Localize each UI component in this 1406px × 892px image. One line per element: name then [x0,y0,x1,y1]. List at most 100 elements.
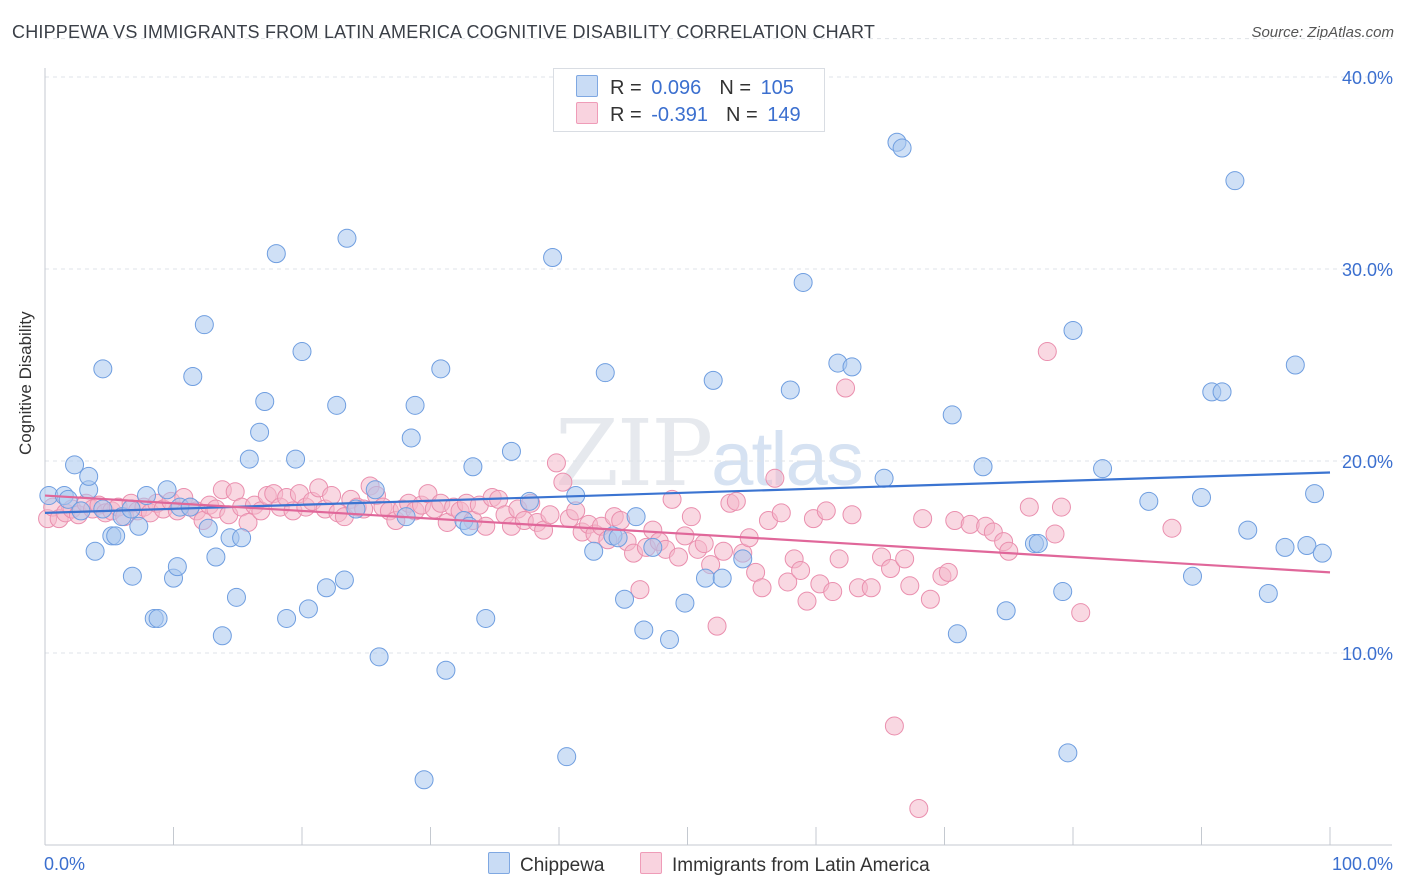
chippewa-point [1297,535,1317,555]
chippewa-point [1139,491,1159,511]
chippewa-point [65,455,85,475]
chippewa-point [183,367,203,387]
chippewa-point [1053,582,1073,602]
latin-america-point [938,562,958,582]
stats-legend: R = 0.096 N = 105 R = -0.391 N = 149 [553,68,825,132]
latin-america-trend-line [44,494,1331,574]
chippewa-point [106,526,126,546]
latin-america-point [920,589,940,609]
latin-america-point [778,572,798,592]
latin-america-point [675,526,695,546]
y-axis-label: Cognitive Disability [16,311,35,455]
chippewa-point [942,405,962,425]
chippewa-point [414,770,434,790]
chippewa-point [58,489,78,509]
chippewa-point [157,480,177,500]
y-tick-label: 10.0% [1342,644,1393,664]
chippewa-point [1093,459,1113,479]
chippewa-point [1238,520,1258,540]
chippewa-point [327,395,347,415]
chippewa-point [608,528,628,548]
legend-r-value: 0.096 [651,77,702,99]
latin-america-point [1162,518,1182,538]
chippewa-point [712,568,732,588]
chippewa-point [595,363,615,383]
chippewa-point [557,747,577,767]
bottom-legend-label-latin-america: Immigrants from Latin America [672,855,930,876]
bottom-legend-latin-america: Immigrants from Latin America [640,852,930,877]
chippewa-point [615,589,635,609]
chippewa-point [250,422,270,442]
latin-america-point [836,378,856,398]
chippewa-point [212,626,232,646]
chippewa-point [194,315,214,335]
latin-america-point [476,516,496,536]
latin-america-point [797,591,817,611]
chippewa-point [93,359,113,379]
chippewa-point [1058,743,1078,763]
chippewa-point [892,138,912,158]
latin-america-point [662,489,682,509]
latin-america-point [1019,497,1039,517]
chippewa-point [1305,484,1325,504]
latin-america-point [322,486,342,506]
chippewa-point [436,660,456,680]
chippewa-point [1063,320,1083,340]
latin-america-point [1051,497,1071,517]
chippewa-point [973,457,993,477]
latin-america-point [842,505,862,525]
chippewa-point [842,357,862,377]
chippewa-point [780,380,800,400]
chippewa-point [1258,583,1278,603]
chippewa-point [733,549,753,569]
chippewa-point [947,624,967,644]
chippewa-point [286,449,306,469]
latin-america-point [681,507,701,527]
latin-america-point [765,468,785,488]
latin-america-point [694,534,714,554]
legend-r-value: -0.391 [651,104,708,126]
legend-n-value: 149 [767,104,801,126]
chippewa-point [501,441,521,461]
latin-america-point [884,716,904,736]
legend-row-chippewa: R = 0.096 N = 105 [576,75,794,99]
chippewa-point [626,507,646,527]
latin-america-point [829,549,849,569]
bottom-legend-swatch-chippewa [488,852,510,874]
latin-america-point [895,549,915,569]
chippewa-point [1028,534,1048,554]
legend-r-label: R = [610,104,642,126]
chippewa-point [148,608,168,628]
latin-america-point [1071,603,1091,623]
chippewa-point [1285,355,1305,375]
chippewa-point [198,518,218,538]
legend-swatch-latin-america [576,102,598,124]
chippewa-point [226,587,246,607]
chippewa-point [129,516,149,536]
legend-n-label: N = [725,104,758,126]
chippewa-point [543,247,563,267]
legend-n-label: N = [719,77,751,99]
latin-america-point [771,503,791,523]
chippewa-point [255,391,275,411]
chippewa-point [369,647,389,667]
legend-row-latin-america: R = -0.391 N = 149 [576,102,801,126]
bottom-legend-swatch-latin-america [640,852,662,874]
chippewa-point [634,620,654,640]
latin-america-point [881,559,901,579]
latin-america-point [1045,524,1065,544]
chippewa-point [643,537,663,557]
chippewa-point [1312,543,1332,563]
latin-america-point [823,582,843,602]
legend-r-label: R = [610,77,642,99]
latin-america-point [553,472,573,492]
chippewa-point [874,468,894,488]
chippewa-point [93,499,113,519]
chippewa-point [79,466,99,486]
chippewa-point [463,457,483,477]
y-tick-label: 40.0% [1342,68,1393,88]
chippewa-point [793,272,813,292]
latin-america-point [726,491,746,511]
chippewa-point [405,395,425,415]
chippewa-point [85,541,105,561]
